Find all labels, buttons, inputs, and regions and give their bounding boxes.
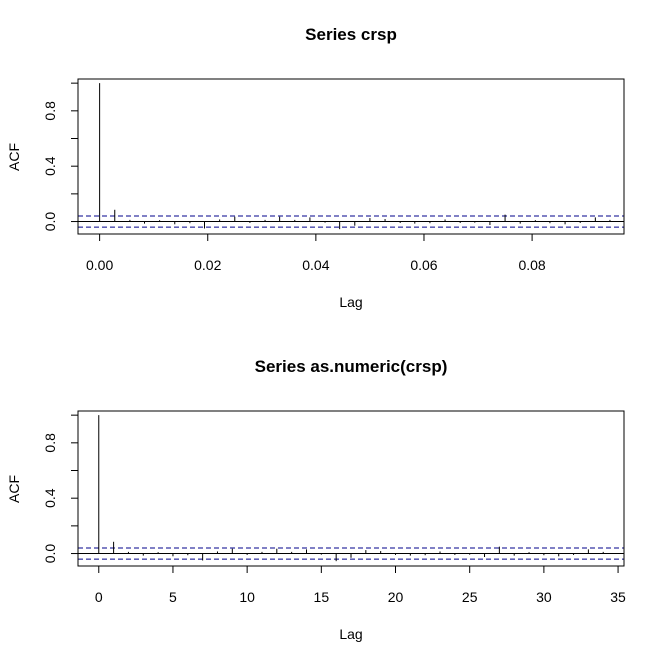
y-tick-label: 0.4 xyxy=(42,156,58,176)
y-axis-label: ACF xyxy=(6,475,22,503)
plot-frame xyxy=(77,410,625,567)
y-tick-label: 0.4 xyxy=(42,488,58,508)
x-tick-label: 0 xyxy=(95,589,103,605)
x-tick-label: 20 xyxy=(388,589,404,605)
x-tick-label: 30 xyxy=(536,589,552,605)
y-tick-label: 0.8 xyxy=(42,101,58,121)
y-tick-label: 0.8 xyxy=(42,433,58,453)
y-axis: 0.0 0.4 0.8 xyxy=(42,82,78,232)
acf-bars xyxy=(99,83,611,230)
acf-bars xyxy=(98,415,604,562)
y-axis-label: ACF xyxy=(6,143,22,171)
x-axis: 0.00 0.02 0.04 0.06 0.08 xyxy=(86,234,546,273)
acf-panel-1: Series crsp ACF Lag 0.00 0.02 0.04 0.06 0.08… xyxy=(6,25,625,310)
x-axis-label: Lag xyxy=(339,294,362,310)
x-tick-label: 25 xyxy=(462,589,478,605)
chart-title: Series crsp xyxy=(305,25,397,44)
x-tick-label: 0.00 xyxy=(86,257,113,273)
x-axis-label: Lag xyxy=(339,626,362,642)
chart-title: Series as.numeric(crsp) xyxy=(255,357,448,376)
acf-panel-2: Series as.numeric(crsp) ACF Lag 0 5 10 15 20… xyxy=(6,357,626,642)
x-tick-label: 15 xyxy=(314,589,330,605)
y-tick-label: 0.0 xyxy=(42,544,58,564)
x-tick-label: 5 xyxy=(169,589,177,605)
x-tick-label: 35 xyxy=(610,589,626,605)
x-tick-label: 0.06 xyxy=(410,257,437,273)
x-tick-label: 0.02 xyxy=(194,257,221,273)
x-tick-label: 0.08 xyxy=(518,257,545,273)
x-tick-label: 0.04 xyxy=(302,257,329,273)
plot-frame xyxy=(77,78,625,235)
x-axis: 0 5 10 15 20 25 30 35 xyxy=(95,566,626,605)
confidence-bands xyxy=(78,215,624,228)
y-tick-label: 0.0 xyxy=(42,212,58,232)
x-tick-label: 10 xyxy=(239,589,255,605)
y-axis: 0.0 0.4 0.8 xyxy=(42,414,78,564)
